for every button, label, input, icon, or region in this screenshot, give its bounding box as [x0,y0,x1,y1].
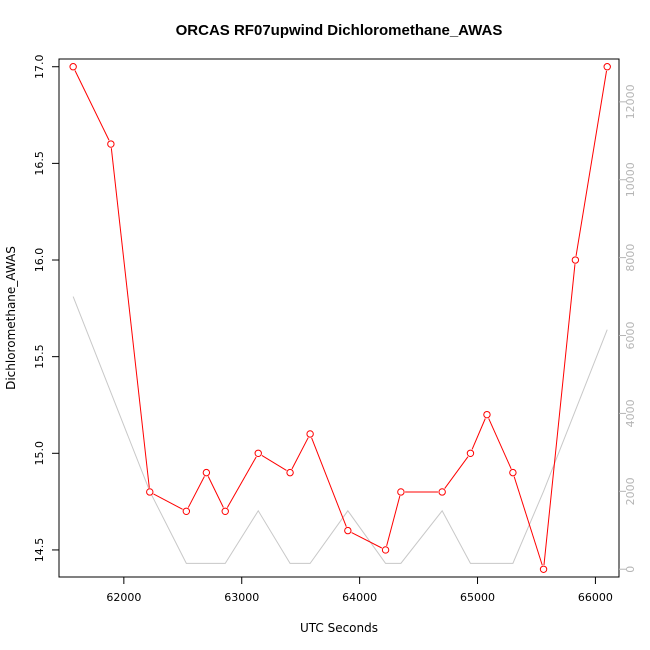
right-axis-ticks: 0 2000 4000 6000 8000 10000 12000 [619,84,637,573]
right-tick-label: 4000 [624,399,637,427]
data-point [69,63,77,71]
right-tick-label: 0 [624,566,637,573]
right-tick-label: 8000 [624,244,637,272]
data-point [397,488,405,496]
series-line-segment [187,476,205,508]
data-point [221,507,229,515]
data-point [571,256,580,264]
y-tick-label: 14.5 [33,538,46,563]
x-tick-label: 62000 [106,591,141,604]
x-tick-label: 66000 [578,591,613,604]
data-point [483,410,491,419]
data-point [603,63,611,71]
x-tick-label: 63000 [224,591,259,604]
x-tick-label: 65000 [460,591,495,604]
data-point [202,468,211,477]
x-axis-ticks: 62000 63000 64000 65000 66000 [106,577,613,604]
plot-frame [58,58,620,578]
x-tick-label: 64000 [342,591,377,604]
data-point [306,430,314,438]
right-tick-label: 10000 [624,162,637,197]
data-point [539,565,548,573]
series-line-segment [226,456,257,508]
series-layer [69,63,611,573]
y-tick-label: 16.0 [33,248,46,273]
series-line-segment [207,476,224,508]
series-line-segment [488,418,512,469]
data-point [286,468,294,477]
right-tick-label: 12000 [624,84,637,119]
series-line-segment [444,456,469,489]
series-line-segment [575,70,608,256]
series-line-segment [513,476,543,566]
data-point [509,468,517,477]
series-line-segment [351,532,383,549]
series-line-segment [110,148,150,488]
y-axis-ticks: 14.5 15.0 15.5 16.0 16.5 17.0 [33,54,59,562]
data-point [344,526,352,535]
data-point [438,488,446,496]
chart-title: ORCAS RF07upwind Dichloromethane_AWAS [176,22,503,39]
series-line-segment [543,264,576,566]
series-line-segment [261,455,287,471]
data-point [381,546,390,554]
data-point [466,449,475,457]
y-tick-label: 15.5 [33,344,46,369]
data-point [254,449,262,457]
data-point [146,488,154,496]
data-point [182,507,191,515]
y-tick-label: 15.0 [33,441,46,466]
y-tick-label: 16.5 [33,151,46,176]
series-line-segment [153,493,183,510]
y-axis-label: Dichloromethane_AWAS [4,246,18,390]
series-line-segment [291,437,309,470]
series-line-segment [74,70,110,141]
series-line-segment [311,437,347,527]
right-tick-label: 2000 [624,477,637,505]
right-tick-label: 6000 [624,322,637,350]
series-line-segment [386,495,401,547]
y-tick-label: 17.0 [33,54,46,79]
data-point [107,140,115,148]
series-line-segment [471,418,486,450]
secondary-series-line [72,296,608,564]
x-axis-label: UTC Seconds [300,621,378,635]
